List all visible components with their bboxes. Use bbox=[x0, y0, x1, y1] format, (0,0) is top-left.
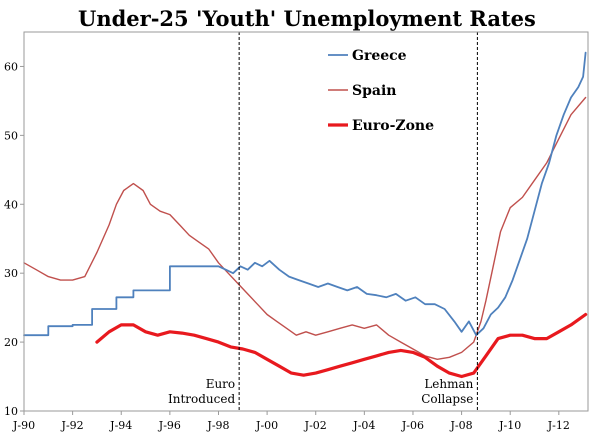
y-tick-label-3: 40 bbox=[4, 198, 18, 211]
y-tick-label-1: 20 bbox=[4, 336, 18, 349]
axes: 10 20 30 40 50 60 J-90 J-92 J-94 J-96 J-98 J-00 J-02… bbox=[4, 31, 589, 432]
x-tick-label-8: J-06 bbox=[401, 419, 424, 432]
legend: Greece Spain Euro-Zone bbox=[328, 48, 434, 134]
y-tick-label-4: 50 bbox=[4, 129, 18, 142]
annotation-label-0-0: Euro bbox=[206, 377, 235, 391]
legend-label-spain: Spain bbox=[352, 83, 396, 99]
annotation-label-0-1: Introduced bbox=[168, 392, 235, 406]
x-tick-label-7: J-04 bbox=[352, 419, 375, 432]
x-tick-label-5: J-00 bbox=[255, 419, 278, 432]
series-line-euro-zone bbox=[95, 312, 588, 379]
plot-frame bbox=[23, 31, 589, 412]
legend-label-euro-zone: Euro-Zone bbox=[352, 118, 434, 134]
annotation-label-1-0: Lehman bbox=[424, 377, 473, 391]
x-tick-label-11: J-12 bbox=[547, 419, 570, 432]
x-tick-label-6: J-02 bbox=[304, 419, 327, 432]
x-tick-label-1: J-92 bbox=[61, 419, 84, 432]
annotation-label-1-1: Collapse bbox=[421, 392, 473, 406]
x-tick-label-2: J-94 bbox=[109, 419, 132, 432]
x-tick-label-4: J-98 bbox=[206, 419, 229, 432]
y-tick-label-2: 30 bbox=[4, 267, 18, 280]
legend-label-greece: Greece bbox=[352, 48, 407, 64]
series-line-spain bbox=[23, 96, 587, 360]
chart-title: Under-25 'Youth' Unemployment Rates bbox=[78, 6, 536, 31]
x-tick-label-10: J-10 bbox=[498, 419, 521, 432]
y-tick-label-5: 60 bbox=[4, 60, 18, 73]
x-tick-label-9: J-08 bbox=[450, 419, 473, 432]
x-tick-label-0: J-90 bbox=[12, 419, 35, 432]
y-tick-label-0: 10 bbox=[4, 405, 18, 418]
plot-area bbox=[23, 51, 588, 379]
x-tick-label-3: J-96 bbox=[158, 419, 181, 432]
series-line-greece bbox=[23, 51, 587, 337]
